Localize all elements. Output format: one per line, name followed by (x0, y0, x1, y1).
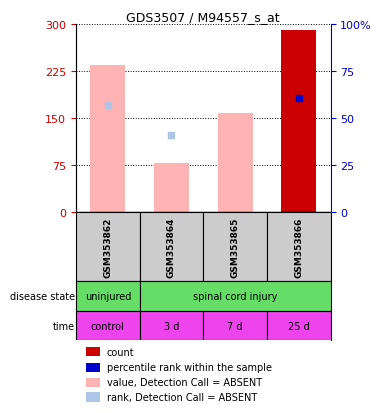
Bar (76, 212, 139, 282)
Text: percentile rank within the sample: percentile rank within the sample (106, 363, 272, 373)
Bar (139, 282, 331, 311)
Text: GSM353865: GSM353865 (231, 217, 240, 277)
Text: count: count (106, 347, 134, 357)
Bar (90, 65, 125, 212)
Text: value, Detection Call = ABSENT: value, Detection Call = ABSENT (106, 377, 262, 387)
Text: spinal cord injury: spinal cord injury (193, 292, 277, 301)
Bar (139, 311, 203, 341)
Bar (76, 311, 139, 341)
Text: GSM353866: GSM353866 (294, 217, 303, 277)
Text: time: time (52, 321, 75, 331)
Text: rank, Detection Call = ABSENT: rank, Detection Call = ABSENT (106, 392, 257, 402)
Text: control: control (91, 321, 125, 331)
Bar (139, 212, 203, 282)
Bar (86, 348, 100, 356)
Bar (203, 212, 267, 282)
Bar (86, 363, 100, 372)
Bar (267, 212, 331, 282)
Text: 3 d: 3 d (164, 321, 179, 331)
Text: GSM353864: GSM353864 (167, 217, 176, 277)
Bar (76, 282, 139, 311)
Title: GDS3507 / M94557_s_at: GDS3507 / M94557_s_at (127, 11, 280, 24)
Text: 7 d: 7 d (227, 321, 243, 331)
Bar (218, 114, 253, 212)
Bar (86, 392, 100, 401)
Bar (203, 311, 267, 341)
Bar (281, 31, 316, 212)
Text: uninjured: uninjured (85, 292, 131, 301)
Bar (86, 378, 100, 387)
Text: GSM353862: GSM353862 (103, 217, 112, 277)
Bar (154, 164, 189, 212)
Text: 25 d: 25 d (288, 321, 310, 331)
Text: disease state: disease state (10, 292, 75, 301)
Bar (267, 311, 331, 341)
